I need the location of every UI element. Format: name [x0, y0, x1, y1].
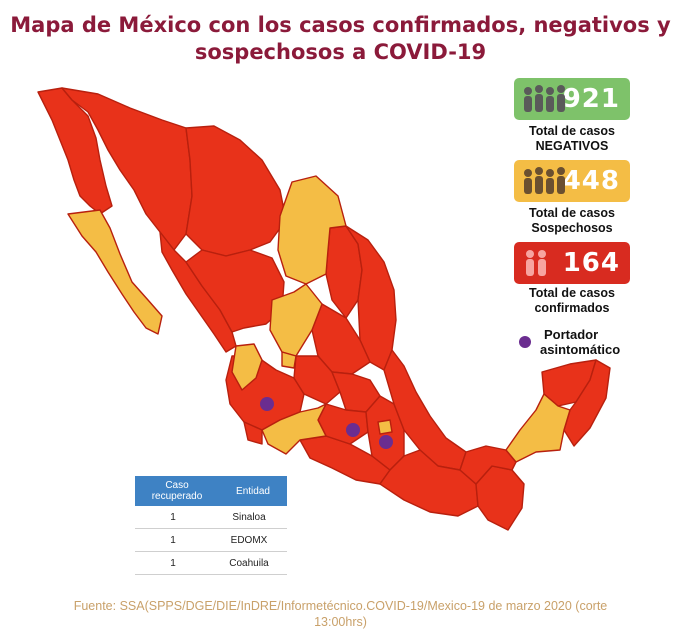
negative-cases-count: 921: [562, 84, 620, 114]
suspected-cases-badge: 448: [514, 160, 630, 202]
recovered-cases-table: Caso recuperado Entidad 1 Sinaloa 1 EDOM…: [135, 476, 287, 575]
table-cell: Coahuila: [229, 557, 269, 569]
state-campeche: [505, 393, 571, 463]
table-cell: 1: [170, 557, 176, 569]
state-guanajuato: [293, 355, 341, 405]
suspected-cases-count: 448: [562, 166, 620, 196]
state-colima: [243, 421, 263, 445]
people-group-icon: [526, 250, 546, 276]
asymptomatic-legend-label: Portador asintomático: [540, 327, 621, 357]
table-cell: Sinaloa: [232, 511, 266, 523]
state-tlaxcala: [377, 419, 393, 435]
source-note: Fuente: SSA(SPPS/DGE/DIE/InDRE/Informeté…: [73, 599, 608, 629]
table-row: 1 Coahuila: [135, 552, 287, 575]
state-aguascalientes: [281, 351, 297, 369]
confirmed-cases-badge: 164: [514, 242, 630, 284]
negative-cases-badge: 921: [514, 78, 630, 120]
asymptomatic-legend-dot: [519, 336, 531, 348]
state-chihuahua: [185, 125, 287, 257]
table-row: 1 Sinaloa: [135, 506, 287, 529]
table-cell: 1: [170, 534, 176, 546]
people-group-icon: [524, 167, 565, 194]
asymptomatic-marker-edomex: [346, 423, 360, 437]
confirmed-cases-label: Total de casos confirmados: [529, 286, 615, 315]
suspected-cases-label: Total de casos Sospechosos: [529, 206, 615, 235]
asymptomatic-marker-jalisco: [260, 397, 274, 411]
people-group-icon: [524, 85, 565, 112]
table-row: 1 EDOMX: [135, 529, 287, 552]
confirmed-cases-count: 164: [562, 248, 620, 278]
state-quintana-roo: [563, 359, 611, 447]
state-coahuila: [277, 175, 347, 285]
state-baja-california-sur: [67, 209, 163, 335]
state-nayarit: [231, 343, 263, 391]
table-cell: 1: [170, 511, 176, 523]
page-title: Mapa de México con los casos confirmados…: [0, 12, 681, 66]
state-michoacan: [261, 403, 327, 455]
state-tabasco: [459, 445, 517, 485]
table-cell: EDOMX: [230, 534, 268, 546]
header-entidad: Entidad: [236, 485, 270, 497]
title-line-1: Mapa de México con los casos confirmados…: [10, 13, 671, 37]
header-caso-recuperado: Caso recuperado: [151, 480, 203, 502]
state-durango: [185, 249, 285, 333]
state-zacatecas: [269, 283, 323, 357]
title-line-2: sospechosos a COVID-19: [194, 40, 487, 64]
asymptomatic-marker-puebla: [379, 435, 393, 449]
negative-cases-label: Total de casos NEGATIVOS: [529, 124, 615, 153]
table-header: Caso recuperado Entidad: [135, 476, 287, 506]
